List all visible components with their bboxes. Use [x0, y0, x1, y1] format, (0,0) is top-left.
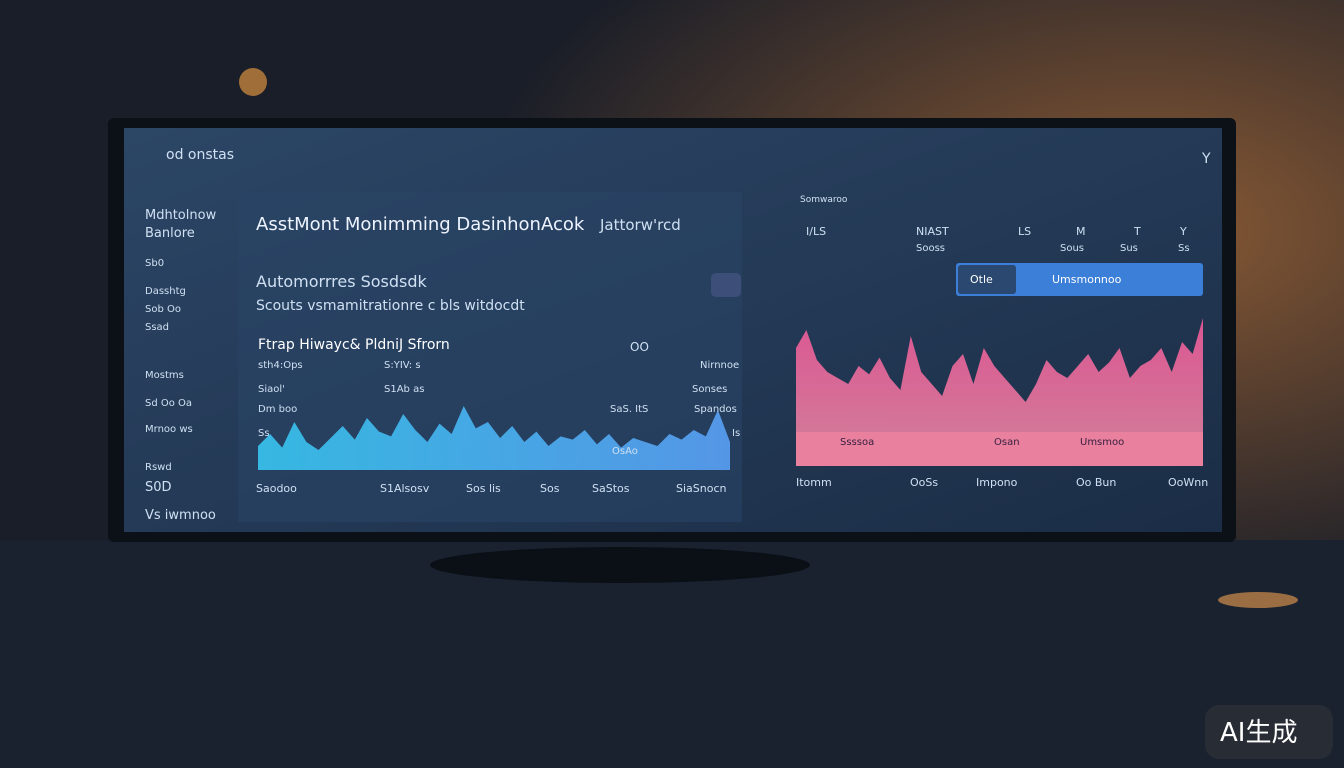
sub-column-label: Sus [1120, 243, 1138, 254]
row-label: Ss [258, 428, 270, 439]
x-label: Sos [540, 482, 560, 495]
sub-column-label: Sooss [916, 243, 946, 254]
x-label: S1Alsosv [380, 482, 430, 495]
badge [711, 273, 741, 297]
panel-tag: Somwaroo [800, 195, 848, 205]
sidebar-item: Sd Oo Oa [145, 398, 193, 409]
band-label: Osan [994, 437, 1020, 448]
area [796, 318, 1203, 432]
watermark-box [1205, 705, 1333, 759]
tab[interactable] [958, 265, 1016, 294]
area [258, 406, 730, 470]
x-label: OoSs [910, 476, 939, 489]
title: AsstMont Monimming DasinhonAcok [256, 214, 585, 235]
tab-label: Umsmonnoo [1052, 273, 1122, 286]
sub-column-label: Sous [1060, 243, 1085, 254]
x-label: OoWnn [1168, 476, 1209, 489]
watermark: AI生成 [1220, 718, 1298, 748]
light [239, 68, 267, 96]
x-label: SaStos [592, 482, 630, 495]
inner-label: S:YIV: s [384, 360, 421, 371]
column-label: T [1134, 225, 1141, 238]
sidebar-item: Sob Oo [145, 304, 181, 315]
sidebar-item: Mostms [145, 370, 184, 381]
row-label: Dm boo [258, 404, 298, 415]
sidebar-item: Banlore [145, 226, 195, 241]
column-label: NIAST [916, 225, 949, 238]
badge-label: OO [630, 340, 649, 354]
sidebar-item: S0D [145, 480, 172, 495]
icon-label[interactable]: Y [1202, 151, 1211, 167]
column-label: I/LS [806, 225, 827, 238]
x-label: Saodoo [256, 482, 297, 495]
sidebar-item: Mrnoo ws [145, 424, 193, 435]
column-label: Y [1180, 225, 1187, 238]
row-label: Siaol' [258, 384, 285, 395]
right-label: Is [732, 428, 741, 439]
logo: od onstas [166, 147, 234, 163]
band-label: Umsmoo [1080, 437, 1125, 448]
right-label: Nirnnoe [700, 360, 740, 371]
band-label: Ssssoa [840, 437, 875, 448]
inner-label: S1Ab as [384, 384, 425, 395]
x-label: SiaSnocn [676, 482, 727, 495]
tab-label: Otle [970, 273, 993, 286]
x-label: Impono [976, 476, 1018, 489]
column-label: M [1076, 225, 1086, 238]
inner-label: SaS. ItS [610, 404, 649, 415]
sub-column-label: Ss [1178, 243, 1190, 254]
sidebar-item: Vs iwmnoo [145, 508, 216, 523]
chart-title: Ftrap Hiwayc& PldniJ Sfrorn [258, 337, 450, 353]
sidebar-item: Ssad [145, 322, 170, 333]
description: Scouts vsmamitrationre c bls witdocdt [256, 298, 525, 314]
x-label: Sos lis [466, 482, 501, 495]
x-label: Itomm [796, 476, 832, 489]
subtitle: Automorrres Sosdsdk [256, 272, 427, 291]
band [796, 432, 1203, 466]
column-label: LS [1018, 225, 1032, 238]
tab-bar [956, 263, 1203, 296]
right-label: Spandos [694, 404, 737, 415]
light [1218, 592, 1298, 608]
sidebar-item: Dasshtg [145, 286, 186, 297]
row-label: sth4:Ops [258, 360, 303, 371]
title-suffix: Jattorw'rcd [600, 216, 681, 234]
inner-label: OsAo [612, 446, 638, 457]
right-label: Sonses [692, 384, 728, 395]
x-label: Oo Bun [1076, 476, 1117, 489]
sidebar-item: Mdhtolnow [145, 208, 217, 223]
sidebar-item: Sb0 [145, 258, 165, 269]
sidebar-item: Rswd [145, 462, 172, 473]
monitor-stand [430, 547, 810, 583]
